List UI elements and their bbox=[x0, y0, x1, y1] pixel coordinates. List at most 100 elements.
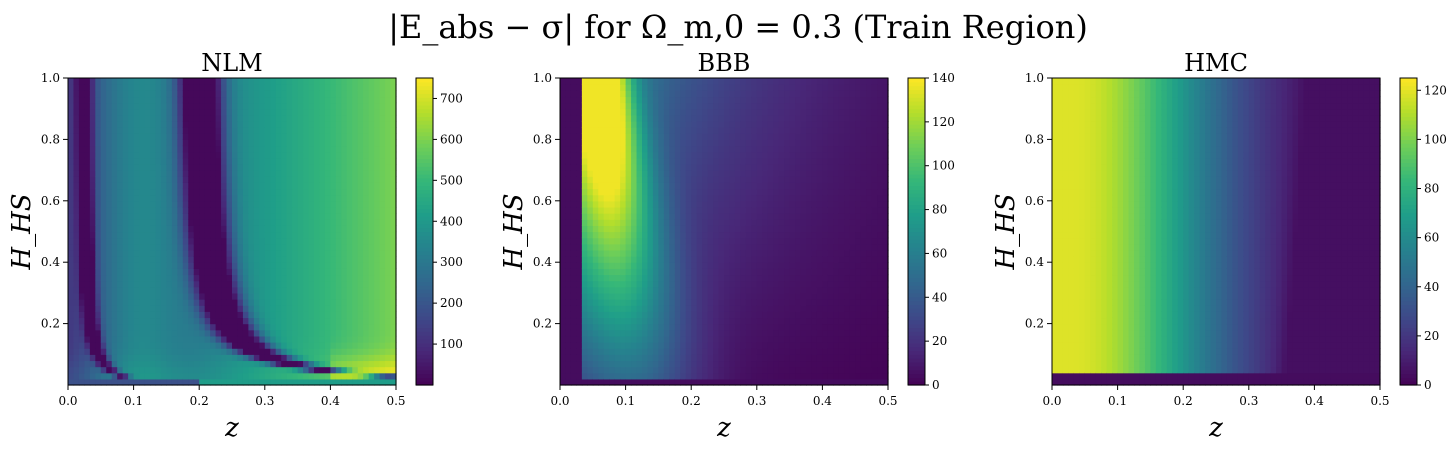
heatmap-cell bbox=[243, 250, 249, 257]
heatmap-cell bbox=[609, 336, 615, 343]
heatmap-cell bbox=[276, 360, 282, 367]
heatmap-cell bbox=[576, 305, 582, 312]
heatmap-cell bbox=[626, 311, 632, 318]
heatmap-cell bbox=[172, 189, 178, 196]
heatmap-cell bbox=[161, 373, 167, 380]
heatmap-cell bbox=[270, 103, 276, 110]
heatmap-cell bbox=[95, 299, 101, 306]
heatmap-cell bbox=[604, 293, 610, 300]
heatmap-cell bbox=[259, 299, 265, 306]
heatmap-cell bbox=[134, 324, 140, 331]
heatmap-cell bbox=[166, 311, 172, 318]
heatmap-cell bbox=[155, 219, 161, 226]
heatmap-cell bbox=[216, 213, 222, 220]
heatmap-cell bbox=[216, 139, 222, 146]
heatmap-cell bbox=[724, 115, 730, 122]
heatmap-cell bbox=[385, 250, 391, 257]
heatmap-cell bbox=[95, 213, 101, 220]
heatmap-cell bbox=[79, 115, 85, 122]
heatmap-cell bbox=[150, 219, 156, 226]
heatmap-cell bbox=[631, 367, 637, 374]
heatmap-cell bbox=[292, 299, 298, 306]
heatmap-cell bbox=[358, 84, 364, 91]
heatmap-cell bbox=[664, 287, 670, 294]
heatmap-cell bbox=[221, 195, 227, 202]
heatmap-cell bbox=[276, 373, 282, 380]
heatmap-cell bbox=[309, 90, 315, 97]
heatmap-cell bbox=[303, 115, 309, 122]
heatmap-cell bbox=[609, 305, 615, 312]
heatmap-cell bbox=[336, 84, 342, 91]
heatmap-cell bbox=[724, 281, 730, 288]
heatmap-cell bbox=[216, 238, 222, 245]
heatmap-cell bbox=[626, 115, 632, 122]
heatmap-cell bbox=[341, 225, 347, 232]
heatmap-cell bbox=[369, 373, 375, 380]
heatmap-cell bbox=[680, 281, 686, 288]
heatmap-cell bbox=[276, 127, 282, 134]
heatmap-cell bbox=[298, 336, 304, 343]
colorbar-segment bbox=[416, 151, 433, 155]
heatmap-cell bbox=[604, 373, 610, 380]
heatmap-cell bbox=[593, 115, 599, 122]
heatmap-cell bbox=[325, 373, 331, 380]
heatmap-cell bbox=[604, 274, 610, 281]
heatmap-cell bbox=[210, 330, 216, 337]
heatmap-cell bbox=[746, 146, 752, 153]
heatmap-cell bbox=[139, 250, 145, 257]
heatmap-cell bbox=[68, 336, 74, 343]
heatmap-cell bbox=[713, 238, 719, 245]
heatmap-cell bbox=[73, 367, 79, 374]
heatmap-cell bbox=[161, 219, 167, 226]
heatmap-cell bbox=[254, 176, 260, 183]
heatmap-cell bbox=[620, 219, 626, 226]
heatmap-cell bbox=[686, 305, 692, 312]
heatmap-cell bbox=[637, 299, 643, 306]
heatmap-cell bbox=[604, 232, 610, 239]
heatmap-cell bbox=[183, 164, 189, 171]
heatmap-cell bbox=[254, 311, 260, 318]
heatmap-cell bbox=[369, 268, 375, 275]
heatmap-cell bbox=[352, 336, 358, 343]
heatmap-cell bbox=[270, 133, 276, 140]
heatmap-cell bbox=[631, 299, 637, 306]
heatmap-cell bbox=[237, 360, 243, 367]
heatmap-cell bbox=[757, 274, 763, 281]
heatmap-cell bbox=[259, 133, 265, 140]
heatmap-cell bbox=[358, 133, 364, 140]
heatmap-cell bbox=[708, 139, 714, 146]
heatmap-cell bbox=[719, 146, 725, 153]
heatmap-cell bbox=[68, 158, 74, 165]
heatmap-cell bbox=[112, 250, 118, 257]
heatmap-cell bbox=[565, 176, 571, 183]
heatmap-cell bbox=[615, 189, 621, 196]
heatmap-cell bbox=[101, 238, 107, 245]
heatmap-cell bbox=[352, 170, 358, 177]
heatmap-cell bbox=[117, 299, 123, 306]
heatmap-cell bbox=[259, 115, 265, 122]
heatmap-cell bbox=[90, 164, 96, 171]
heatmap-cell bbox=[259, 262, 265, 269]
heatmap-cell bbox=[330, 342, 336, 349]
heatmap-cell bbox=[292, 373, 298, 380]
heatmap-cell bbox=[380, 109, 386, 116]
heatmap-cell bbox=[259, 281, 265, 288]
colorbar-segment bbox=[416, 366, 433, 370]
heatmap-cell bbox=[309, 103, 315, 110]
heatmap-cell bbox=[155, 360, 161, 367]
heatmap-cell bbox=[757, 207, 763, 214]
heatmap-cell bbox=[658, 84, 664, 91]
heatmap-cell bbox=[106, 207, 112, 214]
heatmap-cell bbox=[281, 287, 287, 294]
heatmap-cell bbox=[330, 262, 336, 269]
heatmap-cell bbox=[347, 219, 353, 226]
colorbar-tick-label: 300 bbox=[440, 255, 463, 269]
heatmap-cell bbox=[161, 360, 167, 367]
heatmap-cell bbox=[188, 182, 194, 189]
heatmap-cell bbox=[101, 354, 107, 361]
heatmap-cell bbox=[615, 121, 621, 128]
heatmap-cell bbox=[675, 268, 681, 275]
heatmap-cell bbox=[276, 324, 282, 331]
heatmap-cell bbox=[134, 139, 140, 146]
heatmap-cell bbox=[90, 201, 96, 208]
